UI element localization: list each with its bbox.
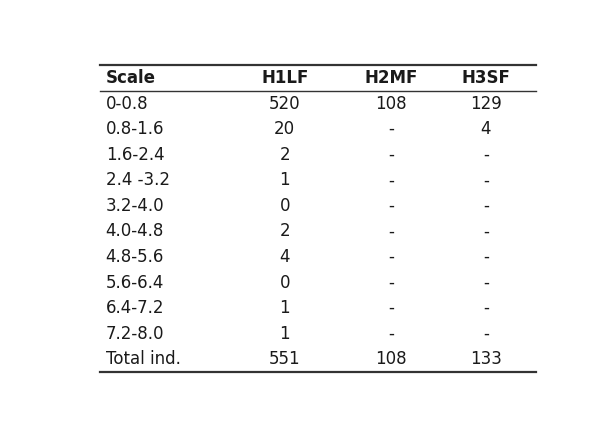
Text: -: - <box>389 146 394 164</box>
Text: -: - <box>483 299 489 317</box>
Text: 108: 108 <box>375 95 407 113</box>
Text: -: - <box>389 171 394 189</box>
Text: -: - <box>389 223 394 240</box>
Text: Total ind.: Total ind. <box>106 350 181 368</box>
Text: 0: 0 <box>279 274 290 291</box>
Text: H2MF: H2MF <box>365 69 418 87</box>
Text: -: - <box>389 299 394 317</box>
Text: 2: 2 <box>279 223 290 240</box>
Text: -: - <box>483 274 489 291</box>
Text: 20: 20 <box>274 120 295 138</box>
Text: Scale: Scale <box>106 69 156 87</box>
Text: -: - <box>483 197 489 215</box>
Text: -: - <box>483 223 489 240</box>
Text: 1: 1 <box>279 299 290 317</box>
Text: 6.4-7.2: 6.4-7.2 <box>106 299 164 317</box>
Text: 3.2-4.0: 3.2-4.0 <box>106 197 164 215</box>
Text: 108: 108 <box>375 350 407 368</box>
Text: 4: 4 <box>279 248 290 266</box>
Text: -: - <box>483 248 489 266</box>
Text: 1.6-2.4: 1.6-2.4 <box>106 146 164 164</box>
Text: -: - <box>389 274 394 291</box>
Text: 2: 2 <box>279 146 290 164</box>
Text: 133: 133 <box>470 350 502 368</box>
Text: 0: 0 <box>279 197 290 215</box>
Text: 4.8-5.6: 4.8-5.6 <box>106 248 164 266</box>
Text: H3SF: H3SF <box>461 69 510 87</box>
Text: 4.0-4.8: 4.0-4.8 <box>106 223 164 240</box>
Text: -: - <box>483 325 489 343</box>
Text: 551: 551 <box>269 350 301 368</box>
Text: 2.4 -3.2: 2.4 -3.2 <box>106 171 170 189</box>
Text: -: - <box>389 325 394 343</box>
Text: -: - <box>483 146 489 164</box>
Text: -: - <box>389 197 394 215</box>
Text: H1LF: H1LF <box>261 69 309 87</box>
Text: -: - <box>483 171 489 189</box>
Text: -: - <box>389 248 394 266</box>
Text: -: - <box>389 120 394 138</box>
Text: 1: 1 <box>279 325 290 343</box>
Text: 4: 4 <box>481 120 491 138</box>
Text: 0.8-1.6: 0.8-1.6 <box>106 120 164 138</box>
Text: 0-0.8: 0-0.8 <box>106 95 148 113</box>
Text: 520: 520 <box>269 95 301 113</box>
Text: 129: 129 <box>470 95 502 113</box>
Text: 5.6-6.4: 5.6-6.4 <box>106 274 164 291</box>
Text: 1: 1 <box>279 171 290 189</box>
Text: 7.2-8.0: 7.2-8.0 <box>106 325 164 343</box>
